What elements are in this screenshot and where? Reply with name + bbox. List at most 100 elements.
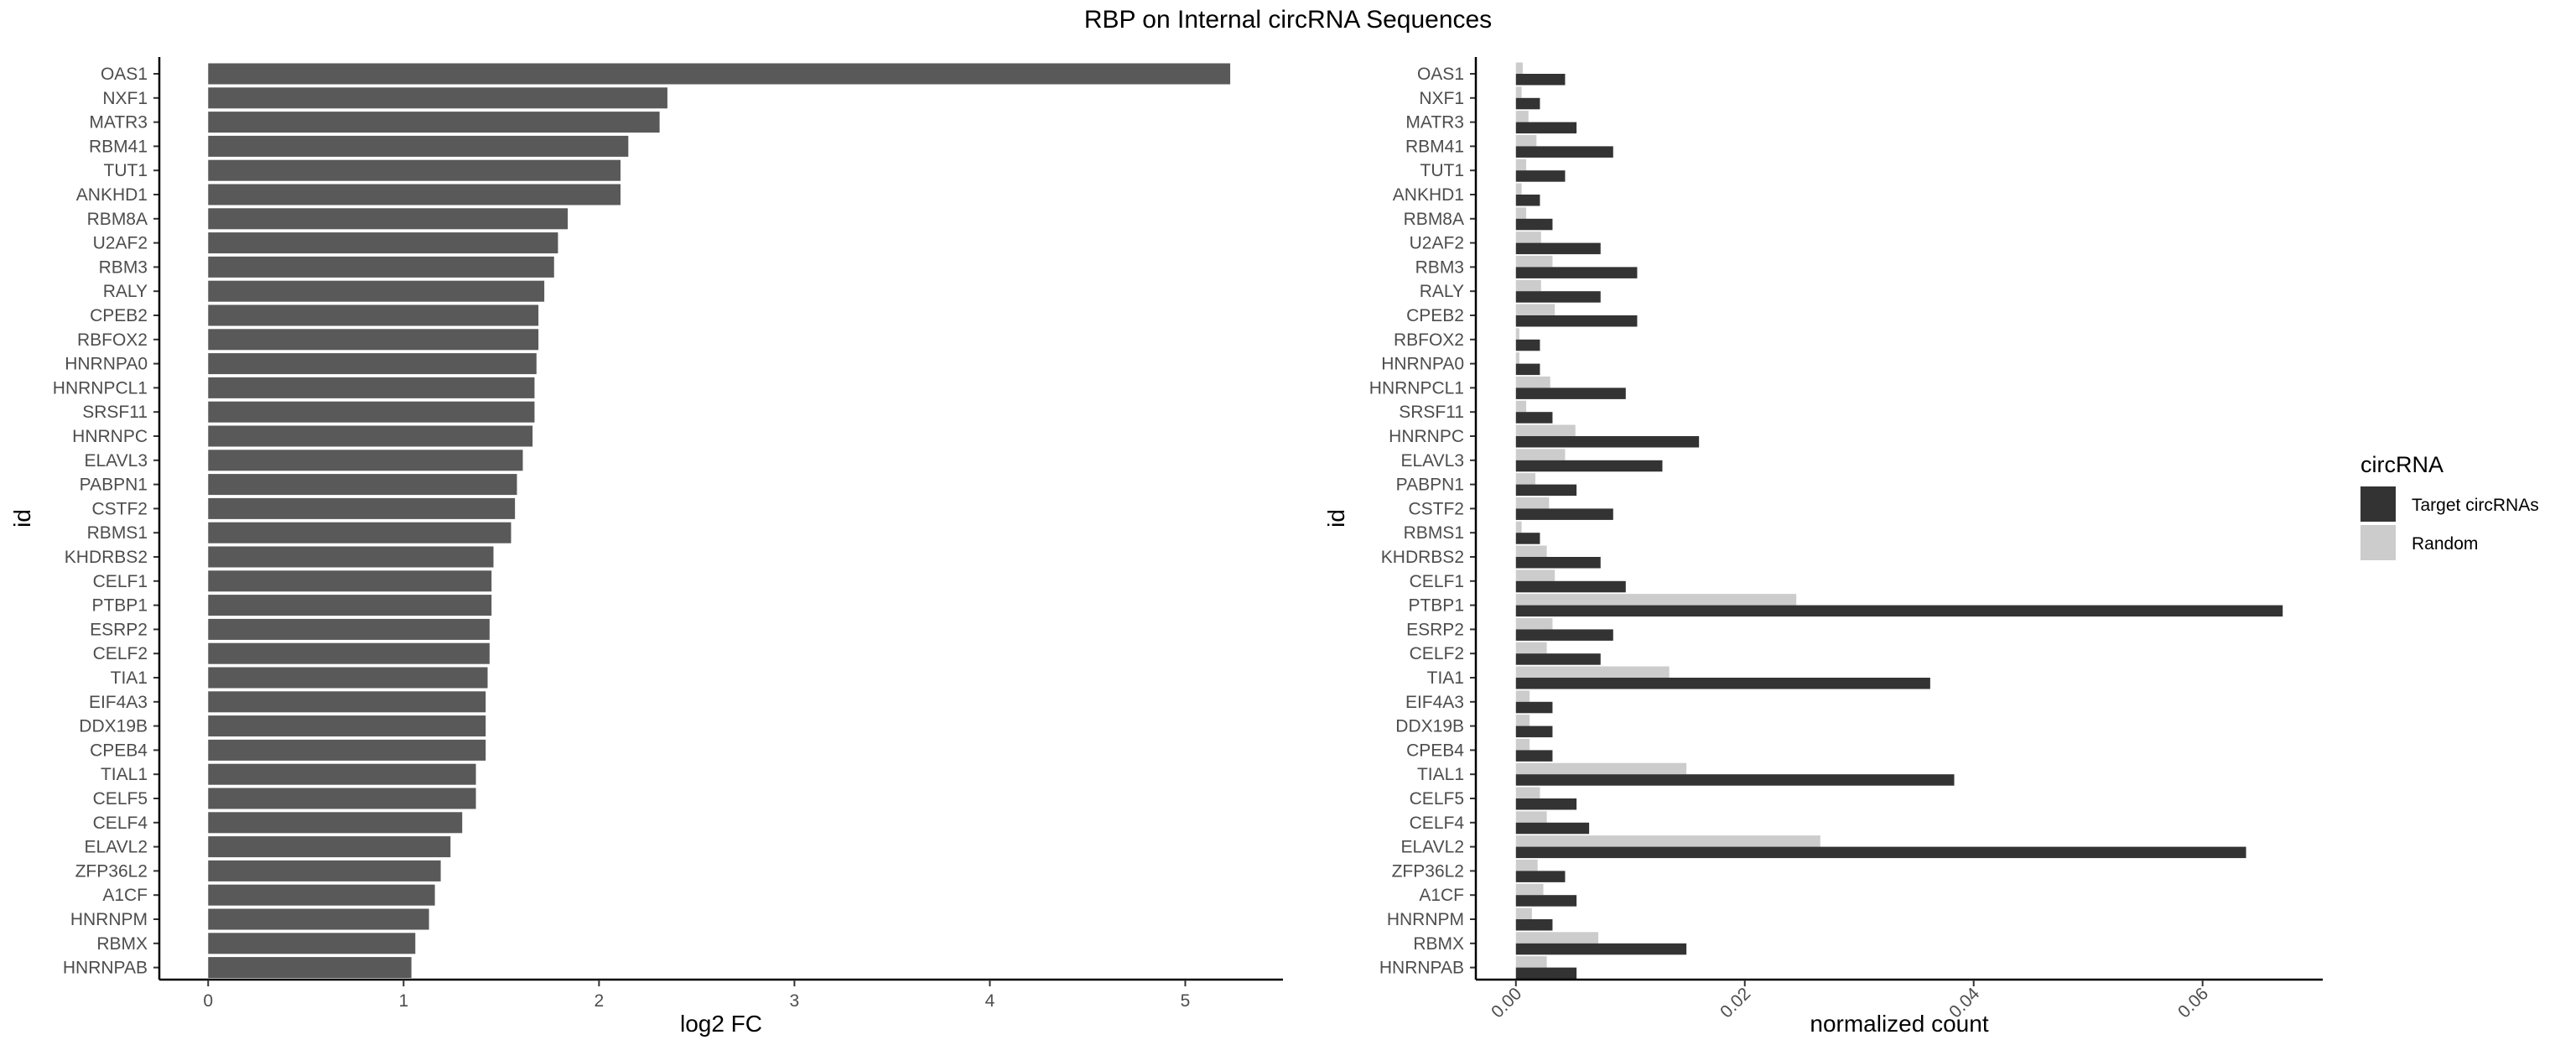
bar-target-a1cf [1515, 895, 1577, 907]
bar-zfp36l2 [208, 860, 441, 881]
y-tick-label: TIA1 [1427, 668, 1464, 688]
bar-target-tut1 [1515, 170, 1566, 182]
bar-target-nxf1 [1515, 97, 1540, 110]
y-tick-label: OAS1 [101, 65, 148, 84]
bar-target-celf2 [1515, 653, 1601, 665]
x-tick-label: 3 [790, 991, 800, 1011]
bar-random-tut1 [1515, 159, 1527, 171]
bar-random-hnrnpc [1515, 424, 1576, 436]
legend-label: Random [2412, 534, 2478, 554]
bar-target-hnrnpa0 [1515, 363, 1540, 376]
bar-random-elavl3 [1515, 449, 1566, 460]
bar-tia1 [208, 667, 488, 689]
legend-label: Target circRNAs [2412, 496, 2539, 515]
y-tick-label: CPEB2 [1406, 306, 1464, 325]
y-tick-label: CELF4 [1410, 814, 1465, 833]
y-tick-label: OAS1 [1417, 65, 1464, 84]
bar-rbms1 [208, 522, 512, 543]
bar-random-eif4a3 [1515, 690, 1530, 702]
legend-title: circRNA [2360, 452, 2444, 477]
y-tick-label: TUT1 [1420, 161, 1465, 180]
y-tick-label: CELF2 [93, 644, 148, 663]
bar-target-khdrbs2 [1515, 557, 1601, 569]
bar-random-nxf1 [1515, 86, 1522, 98]
bar-target-hnrnpcl1 [1515, 387, 1626, 399]
y-tick-label: TIAL1 [101, 765, 148, 784]
y-tick-label: DDX19B [1395, 717, 1464, 736]
y-tick-label: PABPN1 [1396, 476, 1464, 495]
y-tick-label: U2AF2 [1410, 234, 1464, 253]
bar-rbm41 [208, 135, 629, 157]
bar-random-cstf2 [1515, 497, 1550, 509]
bar-hnrnpa0 [208, 353, 537, 375]
y-tick-label: RBM3 [99, 257, 148, 277]
bar-random-celf5 [1515, 787, 1540, 798]
y-tick-label: RBMX [1413, 934, 1464, 954]
y-tick-label: CSTF2 [1408, 499, 1464, 518]
bar-random-elavl2 [1515, 835, 1820, 847]
y-tick-label: RBMX [96, 934, 148, 954]
y-tick-label: A1CF [1419, 886, 1464, 905]
bar-hnrnpc [208, 425, 533, 447]
bar-rbfox2 [208, 329, 539, 351]
legend-swatch [2360, 486, 2396, 522]
bar-target-rbms1 [1515, 533, 1540, 544]
y-tick-label: TUT1 [104, 161, 148, 180]
y-tick-label: HNRNPCL1 [1369, 378, 1464, 398]
bar-hnrnpcl1 [208, 377, 535, 398]
bar-random-cpeb4 [1515, 738, 1530, 751]
bar-random-pabpn1 [1515, 473, 1535, 485]
bar-random-celf4 [1515, 811, 1547, 823]
bar-rbmx [208, 933, 416, 954]
bar-random-oas1 [1515, 62, 1523, 74]
bar-target-u2af2 [1515, 242, 1601, 255]
x-tick-label: 0.06 [2174, 984, 2212, 1022]
y-tick-label: ESRP2 [1406, 620, 1464, 639]
bar-random-u2af2 [1515, 231, 1541, 243]
bar-random-celf1 [1515, 569, 1555, 581]
y-tick-label: MATR3 [89, 113, 148, 133]
y-tick-label: HNRNPAB [63, 959, 148, 978]
bar-tial1 [208, 763, 476, 785]
bar-target-matr3 [1515, 122, 1577, 134]
bar-random-zfp36l2 [1515, 859, 1538, 871]
bar-target-elavl3 [1515, 460, 1663, 472]
y-tick-label: RBMS1 [1404, 523, 1464, 543]
log2fc-bar-panel: OAS1 NXF1 MATR3 RBM41 TUT1 ANKHD1 RBM8A U2AF2 RB… [9, 57, 1283, 1037]
y-tick-label: ELAVL2 [1401, 838, 1465, 857]
bar-target-ddx19b [1515, 725, 1553, 738]
y-tick-label: CELF5 [93, 789, 148, 809]
y-tick-label: ELAVL3 [1401, 451, 1465, 471]
y-tick-label: RBM41 [1405, 137, 1464, 156]
bar-random-cpeb2 [1515, 304, 1555, 315]
y-tick-label: PTBP1 [1408, 596, 1464, 616]
x-tick-label: 2 [595, 991, 605, 1011]
bar-target-hnrnpc [1515, 436, 1700, 448]
bar-target-elavl2 [1515, 846, 2246, 859]
y-tick-label: RBM3 [1415, 257, 1464, 277]
y-tick-label: RBM8A [87, 210, 148, 229]
bar-u2af2 [208, 232, 558, 254]
bar-target-rbmx [1515, 943, 1687, 955]
y-tick-label: EIF4A3 [89, 693, 148, 712]
bar-celf1 [208, 570, 492, 592]
bar-cpeb4 [208, 739, 486, 761]
y-tick-label: MATR3 [1405, 113, 1464, 133]
bar-random-rbms1 [1515, 521, 1522, 533]
bar-target-celf1 [1515, 580, 1626, 593]
bar-target-cstf2 [1515, 508, 1613, 520]
legend-swatch [2360, 525, 2396, 560]
chart-title: RBP on Internal circRNA Sequences [1084, 6, 1492, 34]
y-tick-label: SRSF11 [82, 403, 148, 422]
y-tick-label: ANKHD1 [76, 185, 148, 205]
y-axis-title: id [9, 509, 35, 528]
y-tick-label: RALY [1420, 282, 1464, 301]
y-tick-label: DDX19B [79, 717, 148, 736]
bar-random-rbfox2 [1515, 328, 1519, 340]
bar-pabpn1 [208, 474, 517, 496]
bar-target-cpeb4 [1515, 750, 1553, 762]
y-tick-label: SRSF11 [1399, 403, 1464, 422]
y-tick-label: ANKHD1 [1393, 185, 1464, 205]
bar-random-ankhd1 [1515, 183, 1522, 195]
bar-esrp2 [208, 618, 490, 640]
